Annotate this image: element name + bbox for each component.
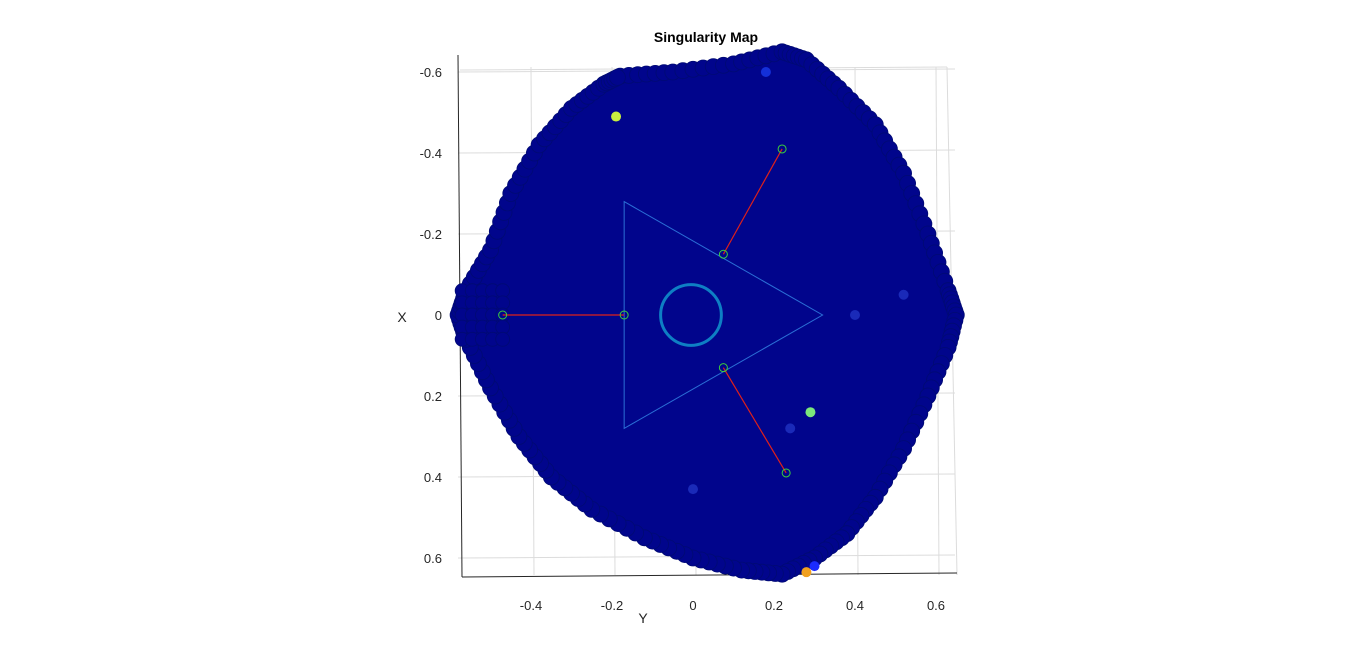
base-joint-marker-1	[498, 310, 508, 320]
highlight-point	[760, 67, 771, 77]
highlight-point	[898, 289, 909, 300]
x-tick-label: 0.6	[927, 598, 945, 613]
highlight-point	[809, 561, 820, 572]
y-tick-label: -0.6	[420, 65, 442, 80]
x-tick-label: 0	[689, 598, 696, 613]
plot-area	[449, 43, 965, 583]
x-axis-label: Y	[638, 610, 648, 626]
y-tick-label: -0.2	[420, 227, 442, 242]
highlight-point	[611, 111, 622, 122]
x-tick-label: -0.2	[601, 598, 623, 613]
leg-line-3	[722, 367, 787, 474]
leg-line-2	[722, 148, 783, 255]
highlight-point	[688, 484, 698, 495]
platform-center-circle	[659, 283, 723, 347]
highlight-point	[850, 310, 860, 320]
tick-labels: -0.4 -0.2 0 0.2 0.4 0.6 -0.6 -0.4 -0.2 0 0.2 0.4 0.6	[420, 65, 945, 613]
y-tick-label: 0.2	[424, 389, 442, 404]
y-tick-label: 0	[435, 308, 442, 323]
y-tick-label: -0.4	[420, 146, 442, 161]
highlight-point	[801, 567, 812, 578]
workspace-point	[609, 69, 626, 86]
x-tick-label: -0.4	[520, 598, 542, 613]
y-tick-label: 0.4	[424, 470, 442, 485]
y-axis-label: X	[397, 309, 407, 325]
base-joint-marker-3	[781, 468, 791, 478]
platform-joint-marker-3	[718, 363, 728, 373]
x-tick-label: 0.4	[846, 598, 864, 613]
y-tick-label: 0.6	[424, 551, 442, 566]
workspace-point	[495, 331, 511, 347]
highlight-point	[805, 407, 816, 418]
x-tick-label: 0.2	[765, 598, 783, 613]
base-joint-marker-2	[777, 144, 787, 154]
mechanism-overlay	[498, 144, 824, 478]
highlight-point	[785, 423, 796, 434]
x-axis-line	[461, 572, 958, 578]
chart-title: Singularity Map	[654, 29, 758, 45]
platform-joint-marker-1	[619, 310, 629, 320]
platform-joint-marker-2	[718, 249, 728, 259]
